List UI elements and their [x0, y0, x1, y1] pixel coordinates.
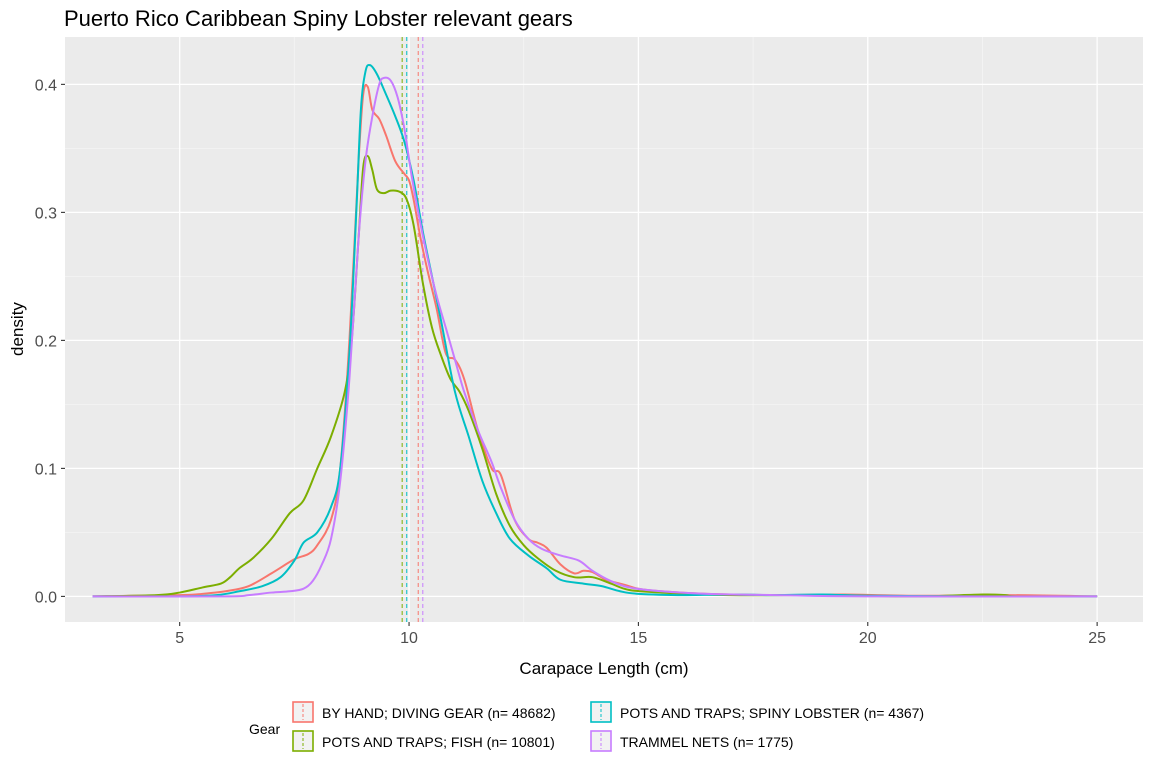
minor-gridlines: [65, 37, 1143, 622]
legend-label: BY HAND; DIVING GEAR (n= 48682): [322, 705, 556, 721]
x-tick-label: 20: [859, 630, 877, 647]
density-line: [92, 76, 1098, 598]
x-tick-label: 15: [630, 630, 648, 647]
legend-label: POTS AND TRAPS; FISH (n= 10801): [322, 734, 555, 750]
y-tick-label: 0.0: [35, 589, 57, 606]
x-axis: 5 10 15 20 25: [175, 622, 1106, 647]
x-axis-title: Carapace Length (cm): [519, 659, 688, 678]
legend-title: Gear: [249, 721, 280, 737]
legend-item: BY HAND; DIVING GEAR (n= 48682): [292, 701, 556, 723]
legend-item: POTS AND TRAPS; SPINY LOBSTER (n= 4367): [590, 701, 924, 723]
y-tick-label: 0.4: [35, 77, 57, 94]
y-axis: 0.0 0.1 0.2 0.3 0.4: [35, 77, 65, 606]
chart-title: Puerto Rico Caribbean Spiny Lobster rele…: [64, 6, 573, 31]
plot-panel: [65, 37, 1143, 622]
legend-label: TRAMMEL NETS (n= 1775): [620, 734, 793, 750]
legend: BY HAND; DIVING GEAR (n= 48682) POTS AND …: [292, 701, 924, 752]
density-line: [92, 154, 1098, 598]
legend-item: POTS AND TRAPS; FISH (n= 10801): [292, 730, 555, 752]
legend-item: TRAMMEL NETS (n= 1775): [590, 730, 793, 752]
density-line: [92, 83, 1098, 598]
x-tick-label: 10: [400, 630, 418, 647]
y-axis-title: density: [8, 302, 27, 356]
legend-label: POTS AND TRAPS; SPINY LOBSTER (n= 4367): [620, 705, 924, 721]
x-tick-label: 25: [1088, 630, 1106, 647]
y-tick-label: 0.3: [35, 205, 57, 222]
y-tick-label: 0.1: [35, 461, 57, 478]
y-tick-label: 0.2: [35, 333, 57, 350]
density-lines: [92, 63, 1098, 598]
x-tick-label: 5: [175, 630, 184, 647]
